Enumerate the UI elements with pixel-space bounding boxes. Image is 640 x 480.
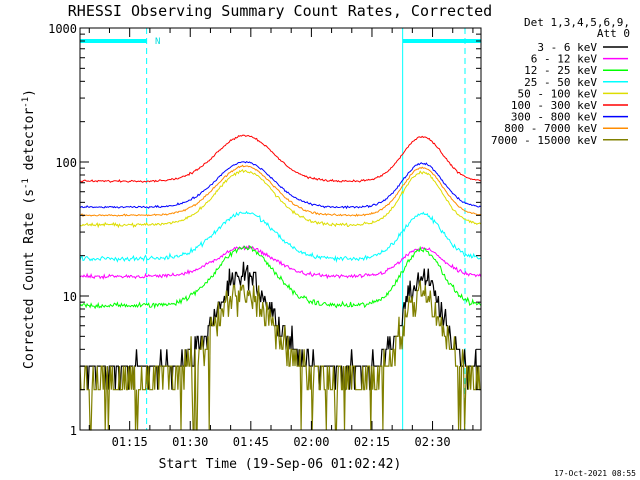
- legend-header-line-1: Det 1,3,4,5,6,9,: [524, 16, 630, 29]
- series-line: [79, 244, 482, 280]
- legend-entry-label: 7000 - 15000 keV: [491, 134, 597, 147]
- x-tick-label: 01:45: [233, 435, 269, 449]
- legend-entry-label: 3 - 6 keV: [537, 41, 597, 54]
- plot-frame: [79, 27, 482, 431]
- x-axis-label: Start Time (19-Sep-06 01:02:42): [159, 457, 402, 472]
- series-line: [79, 160, 481, 210]
- legend-entry-label: 25 - 50 keV: [524, 76, 597, 89]
- footer-timestamp: 17-Oct-2021 08:55: [554, 469, 636, 478]
- series-line: [79, 164, 481, 218]
- x-tick-label: 01:30: [172, 435, 208, 449]
- y-axis-label-sup-1: -1: [21, 178, 31, 189]
- y-axis-label-part-1: Corrected Count Rate (s: [22, 189, 37, 369]
- y-axis-label: Corrected Count Rate (s-1 detector-1): [21, 89, 37, 369]
- chart-title: RHESSI Observing Summary Count Rates, Co…: [68, 2, 492, 20]
- series-line: [79, 210, 481, 263]
- legend-entry-label: 50 - 100 keV: [518, 87, 598, 100]
- series-line: [79, 245, 482, 310]
- series-line: [79, 168, 482, 229]
- y-axis-label-part-2: detector: [22, 108, 37, 179]
- plot-content: [79, 28, 482, 431]
- legend-entry-label: 300 - 800 keV: [511, 111, 597, 124]
- legend-entry-label: 100 - 300 keV: [511, 99, 597, 112]
- series-line: [79, 280, 481, 431]
- y-axis-label-part-3: ): [22, 89, 37, 97]
- legend-entry-label: 12 - 25 keV: [524, 64, 597, 77]
- y-tick-label: 1000: [48, 22, 77, 36]
- x-tick-label: 02:00: [293, 435, 329, 449]
- annotation-n: N: [155, 37, 160, 47]
- overlay-layer: [80, 28, 481, 430]
- y-axis: 1 10 100 1000: [48, 22, 481, 438]
- y-tick-label: 1: [70, 424, 77, 438]
- x-tick-label: 02:15: [354, 435, 390, 449]
- legend-entry-label: 800 - 7000 keV: [504, 122, 597, 135]
- x-tick-label: 02:30: [414, 435, 450, 449]
- x-axis: 01:15 01:30 01:45 02:00 02:15 02:30: [88, 28, 474, 449]
- y-tick-label: 100: [55, 156, 77, 170]
- x-tick-label: 01:15: [112, 435, 148, 449]
- series-layer: [79, 134, 482, 431]
- y-axis-label-sup-2: -1: [21, 97, 31, 108]
- y-tick-label: 10: [63, 290, 77, 304]
- series-line: [80, 134, 481, 183]
- legend-entry-label: 6 - 12 keV: [531, 53, 598, 66]
- legend-header-line-2: Att 0: [597, 27, 630, 40]
